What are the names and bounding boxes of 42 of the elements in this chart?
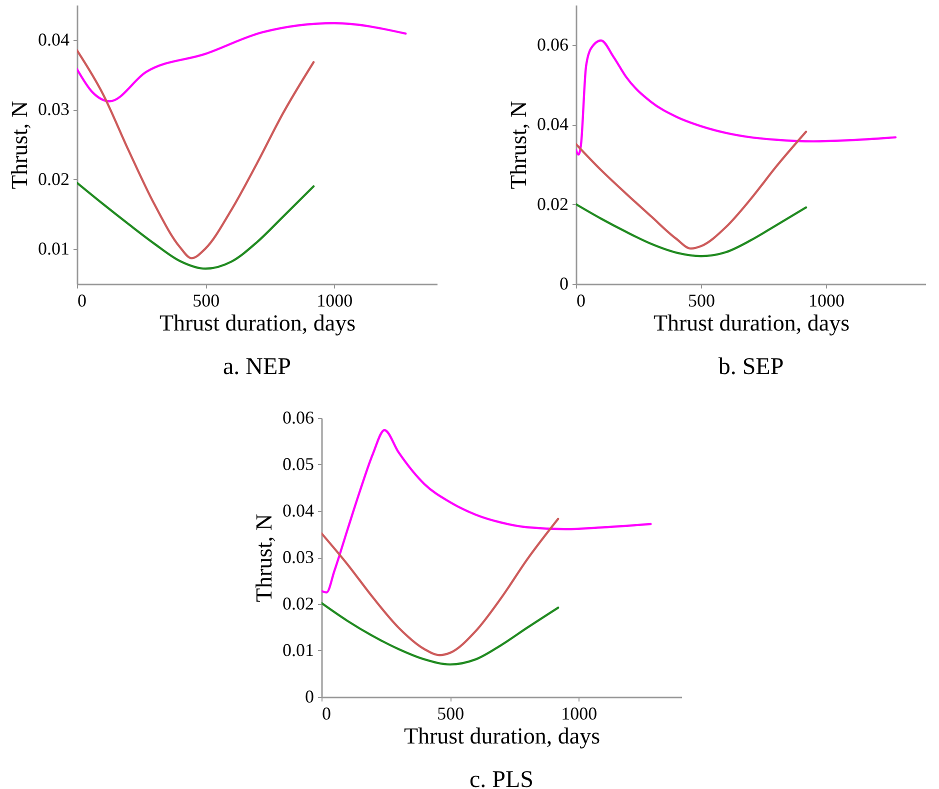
line-series bbox=[576, 39, 897, 156]
y-tick-label: 0.04 bbox=[537, 114, 568, 134]
x-tick-label: 0 bbox=[78, 290, 86, 310]
y-tick-label: 0.04 bbox=[282, 500, 314, 520]
y-tick-label: 0.01 bbox=[282, 640, 314, 660]
y-tick-label: 0.05 bbox=[282, 454, 314, 474]
y-tick-label: 0.06 bbox=[282, 408, 314, 428]
y-tick-label: 0 bbox=[305, 686, 314, 706]
x-axis-title: Thrust duration, days bbox=[159, 310, 356, 336]
line-series bbox=[576, 203, 808, 258]
x-tick-label: 0 bbox=[322, 704, 331, 724]
y-tick-label: 0 bbox=[560, 274, 568, 294]
text: c. PLS bbox=[469, 767, 534, 789]
x-tick-label: 1000 bbox=[316, 290, 353, 310]
x-tick-label: 1000 bbox=[808, 290, 844, 310]
text: a. NEP bbox=[223, 354, 291, 380]
y-tick-label: 0.02 bbox=[282, 594, 314, 614]
y-axis-title: Thrust, N bbox=[506, 100, 531, 190]
line-series bbox=[576, 130, 808, 250]
y-tick-label: 0.06 bbox=[537, 34, 568, 54]
line-series bbox=[77, 49, 315, 260]
x-tick-label: 500 bbox=[688, 290, 715, 310]
x-tick-label: 500 bbox=[192, 290, 220, 310]
line-series bbox=[77, 182, 315, 270]
x-axis-title: Thrust duration, days bbox=[404, 724, 600, 748]
x-axis-title: Thrust duration, days bbox=[653, 310, 850, 336]
y-axis-title: Thrust, N bbox=[7, 100, 32, 190]
y-tick-label: 0.02 bbox=[537, 194, 568, 214]
x-tick-label: 1000 bbox=[561, 704, 598, 724]
line-series bbox=[77, 22, 407, 102]
x-tick-label: 0 bbox=[576, 290, 586, 310]
y-axis-title: Thrust, N bbox=[252, 514, 276, 602]
line-series bbox=[322, 602, 560, 666]
y-tick-label: 0.03 bbox=[282, 547, 314, 567]
line-series bbox=[322, 518, 560, 656]
line-series bbox=[322, 428, 652, 594]
y-tick-label: 0.03 bbox=[38, 99, 70, 120]
text: b. SEP bbox=[718, 354, 784, 380]
y-tick-label: 0.04 bbox=[38, 29, 70, 50]
x-tick-label: 500 bbox=[437, 704, 464, 724]
y-tick-label: 0.02 bbox=[38, 168, 70, 189]
y-tick-label: 0.01 bbox=[38, 238, 70, 259]
